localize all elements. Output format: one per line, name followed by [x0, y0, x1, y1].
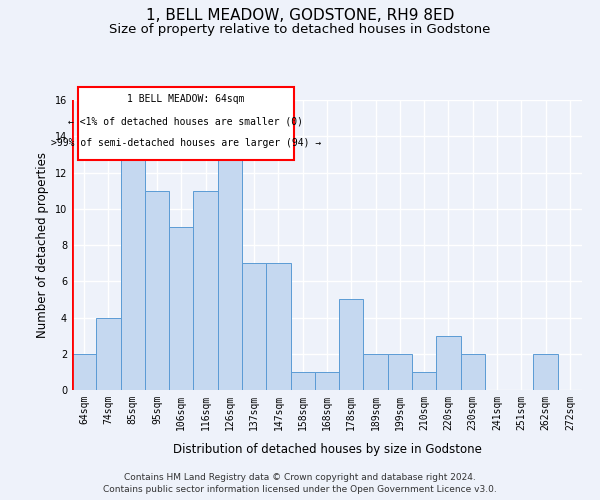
Bar [72, 354, 96, 390]
Y-axis label: Number of detached properties: Number of detached properties [36, 152, 49, 338]
Bar [315, 372, 339, 390]
Bar [169, 227, 193, 390]
Text: Contains public sector information licensed under the Open Government Licence v3: Contains public sector information licen… [103, 485, 497, 494]
Bar [339, 300, 364, 390]
Text: >99% of semi-detached houses are larger (94) →: >99% of semi-detached houses are larger … [51, 138, 321, 148]
Text: ← <1% of detached houses are smaller (0): ← <1% of detached houses are smaller (0) [68, 116, 304, 126]
Bar [121, 154, 145, 390]
Bar [412, 372, 436, 390]
Bar [96, 318, 121, 390]
Bar [436, 336, 461, 390]
Bar [461, 354, 485, 390]
Bar [218, 154, 242, 390]
Bar [290, 372, 315, 390]
Bar [266, 263, 290, 390]
Text: Contains HM Land Registry data © Crown copyright and database right 2024.: Contains HM Land Registry data © Crown c… [124, 472, 476, 482]
Bar [242, 263, 266, 390]
Text: Distribution of detached houses by size in Godstone: Distribution of detached houses by size … [173, 442, 481, 456]
Bar [364, 354, 388, 390]
Bar [145, 190, 169, 390]
Bar [193, 190, 218, 390]
Bar [388, 354, 412, 390]
Text: 1, BELL MEADOW, GODSTONE, RH9 8ED: 1, BELL MEADOW, GODSTONE, RH9 8ED [146, 8, 454, 22]
Text: 1 BELL MEADOW: 64sqm: 1 BELL MEADOW: 64sqm [127, 94, 245, 104]
Bar [533, 354, 558, 390]
Text: Size of property relative to detached houses in Godstone: Size of property relative to detached ho… [109, 22, 491, 36]
